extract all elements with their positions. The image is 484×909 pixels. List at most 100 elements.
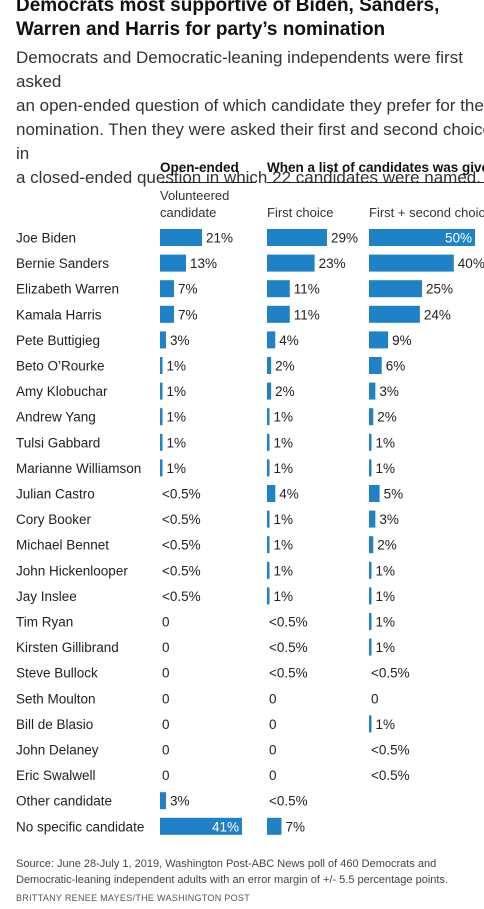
data-label-tim-ryan-series-2: 1% xyxy=(376,615,396,630)
data-label-kamala-harris-series-2: 24% xyxy=(424,307,451,322)
category-label-tim-ryan: Tim Ryan xyxy=(16,615,73,630)
data-label-amy-klobuchar-series-2: 3% xyxy=(379,384,399,399)
data-label-john-hickenlooper-series-2: 1% xyxy=(376,563,396,578)
data-label-elizabeth-warren-series-1: 11% xyxy=(294,282,320,297)
bar-elizabeth-warren-series-1 xyxy=(267,280,290,298)
group-header-list: When a list of candidates was given xyxy=(267,160,484,175)
category-label-steve-bullock: Steve Bullock xyxy=(16,666,98,681)
bar-michael-bennet-series-1 xyxy=(267,536,270,554)
bar-elizabeth-warren-series-2 xyxy=(369,280,422,298)
data-label-tulsi-gabbard-series-2: 1% xyxy=(376,435,396,450)
data-label-kirsten-gillibrand-series-0: 0 xyxy=(162,640,170,655)
bar-bernie-sanders-series-0 xyxy=(160,254,186,272)
data-label-steve-bullock-series-2: <0.5% xyxy=(371,666,410,681)
data-label-bill-de-blasio-series-2: 1% xyxy=(376,717,396,732)
bar-beto-o-rourke-series-0 xyxy=(160,357,163,374)
data-label-elizabeth-warren-series-0: 7% xyxy=(178,282,198,297)
data-label-julian-castro-series-2: 5% xyxy=(384,487,404,502)
data-label-seth-moulton-series-1: 0 xyxy=(269,691,277,706)
bar-john-hickenlooper-series-1 xyxy=(267,561,270,579)
data-label-john-hickenlooper-series-0: <0.5% xyxy=(162,563,201,578)
data-label-marianne-williamson-series-0: 1% xyxy=(167,461,187,476)
bar-chart: Joe Biden 21% 29% 50% Bernie Sanders 13% 23% 40… xyxy=(16,229,484,835)
data-label-john-delaney-series-1: 0 xyxy=(269,743,277,758)
bar-elizabeth-warren-series-0 xyxy=(160,280,174,298)
bar-joe-biden-series-2 xyxy=(369,229,475,246)
bar-john-hickenlooper-series-2 xyxy=(369,561,372,579)
data-label-beto-o-rourke-series-0: 1% xyxy=(167,359,187,374)
data-label-john-hickenlooper-series-1: 1% xyxy=(274,563,294,578)
bar-jay-inslee-series-1 xyxy=(267,587,270,605)
category-label-no-specific-candidate: No specific candidate xyxy=(16,819,144,834)
category-label-bernie-sanders: Bernie Sanders xyxy=(16,256,109,271)
data-label-jay-inslee-series-0: <0.5% xyxy=(162,589,201,604)
bar-marianne-williamson-series-1 xyxy=(267,459,270,477)
data-label-bernie-sanders-series-2: 40% xyxy=(458,256,484,271)
bar-other-candidate-series-0 xyxy=(160,792,166,810)
category-label-andrew-yang: Andrew Yang xyxy=(16,410,96,425)
data-label-kamala-harris-series-0: 7% xyxy=(178,307,198,322)
bar-joe-biden-series-0 xyxy=(160,229,202,246)
data-label-tulsi-gabbard-series-0: 1% xyxy=(167,435,187,450)
data-label-eric-swalwell-series-2: <0.5% xyxy=(371,768,410,783)
data-label-bernie-sanders-series-0: 13% xyxy=(190,256,217,271)
data-label-andrew-yang-series-2: 2% xyxy=(377,410,397,425)
data-label-pete-buttigieg-series-0: 3% xyxy=(170,333,190,348)
bar-michael-bennet-series-2 xyxy=(369,536,374,554)
data-label-john-delaney-series-0: 0 xyxy=(162,743,170,758)
data-label-julian-castro-series-1: 4% xyxy=(279,487,299,502)
source-note: Source: June 28-July 1, 2019, Washington… xyxy=(16,858,448,886)
bar-pete-buttigieg-series-0 xyxy=(160,331,166,349)
bar-kamala-harris-series-2 xyxy=(369,305,420,323)
data-label-michael-bennet-series-0: <0.5% xyxy=(162,538,201,553)
data-label-bill-de-blasio-series-1: 0 xyxy=(269,717,277,732)
group-rule-list xyxy=(267,182,484,183)
chart-title: Democrats most supportive of Biden, Sand… xyxy=(16,0,440,40)
data-label-seth-moulton-series-0: 0 xyxy=(162,691,170,706)
bar-marianne-williamson-series-2 xyxy=(369,459,372,477)
bar-beto-o-rourke-series-2 xyxy=(369,357,382,374)
bar-marianne-williamson-series-0 xyxy=(160,459,163,477)
data-label-tulsi-gabbard-series-1: 1% xyxy=(274,435,294,450)
bar-kamala-harris-series-0 xyxy=(160,305,174,323)
data-label-john-delaney-series-2: <0.5% xyxy=(371,743,410,758)
group-header-open-ended: Open-ended xyxy=(160,160,239,175)
data-label-marianne-williamson-series-1: 1% xyxy=(274,461,294,476)
data-label-jay-inslee-series-1: 1% xyxy=(274,589,294,604)
data-label-michael-bennet-series-2: 2% xyxy=(377,538,397,553)
data-label-steve-bullock-series-1: <0.5% xyxy=(269,666,308,681)
category-label-bill-de-blasio: Bill de Blasio xyxy=(16,717,93,732)
bar-bernie-sanders-series-1 xyxy=(267,254,315,272)
category-label-john-delaney: John Delaney xyxy=(16,743,99,758)
data-label-andrew-yang-series-1: 1% xyxy=(274,410,294,425)
data-label-marianne-williamson-series-2: 1% xyxy=(376,461,396,476)
bar-bernie-sanders-series-2 xyxy=(369,254,454,272)
bar-julian-castro-series-2 xyxy=(369,485,380,502)
bar-amy-klobuchar-series-2 xyxy=(369,382,376,400)
bar-amy-klobuchar-series-1 xyxy=(267,382,272,400)
category-label-julian-castro: Julian Castro xyxy=(16,487,95,502)
data-label-jay-inslee-series-2: 1% xyxy=(376,589,396,604)
bar-tulsi-gabbard-series-1 xyxy=(267,433,270,451)
data-label-beto-o-rourke-series-2: 6% xyxy=(386,359,406,374)
category-label-joe-biden: Joe Biden xyxy=(16,231,76,246)
data-label-elizabeth-warren-series-2: 25% xyxy=(426,282,453,297)
column-header-volunteered: Volunteered candidate xyxy=(160,188,230,220)
bar-amy-klobuchar-series-0 xyxy=(160,382,163,400)
data-label-eric-swalwell-series-0: 0 xyxy=(162,768,170,783)
category-label-kamala-harris: Kamala Harris xyxy=(16,307,102,322)
column-header-first-choice: First choice xyxy=(267,205,334,220)
data-label-pete-buttigieg-series-1: 4% xyxy=(279,333,299,348)
data-label-kirsten-gillibrand-series-2: 1% xyxy=(376,640,396,655)
bar-cory-booker-series-1 xyxy=(267,510,270,528)
bar-tulsi-gabbard-series-2 xyxy=(369,433,372,451)
category-label-other-candidate: Other candidate xyxy=(16,794,112,809)
category-label-john-hickenlooper: John Hickenlooper xyxy=(16,563,128,578)
category-label-cory-booker: Cory Booker xyxy=(16,512,92,527)
data-label-bill-de-blasio-series-0: 0 xyxy=(162,717,170,732)
category-label-jay-inslee: Jay Inslee xyxy=(16,589,77,604)
data-label-seth-moulton-series-2: 0 xyxy=(371,691,379,706)
data-label-other-candidate-series-0: 3% xyxy=(170,794,190,809)
bar-joe-biden-series-1 xyxy=(267,229,328,246)
bar-beto-o-rourke-series-1 xyxy=(267,357,272,374)
